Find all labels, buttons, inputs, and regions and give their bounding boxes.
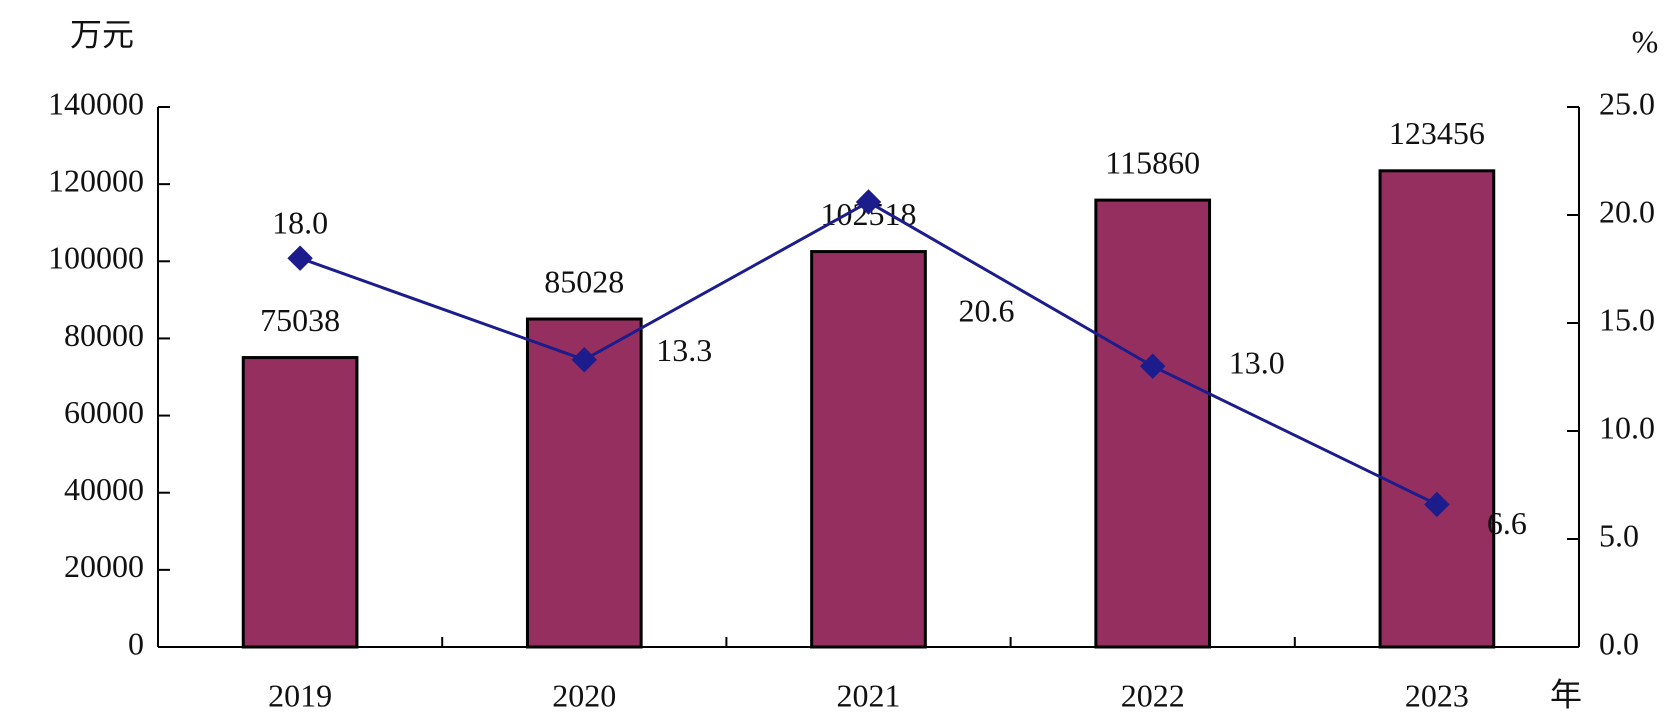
y-tick-label: 120000 <box>48 162 144 198</box>
bar-value-label: 85028 <box>544 263 624 299</box>
x-tick-label: 2020 <box>552 677 616 713</box>
bar-value-label: 75038 <box>260 302 340 338</box>
y2-tick-label: 10.0 <box>1599 409 1655 445</box>
y-tick-label: 80000 <box>64 317 144 353</box>
line-value-label: 6.6 <box>1487 505 1527 541</box>
bar <box>1094 198 1212 649</box>
y-tick-label: 0 <box>128 625 144 661</box>
y-tick-label: 140000 <box>48 85 144 121</box>
bar <box>241 356 359 649</box>
bar <box>810 250 927 649</box>
marker <box>571 346 598 373</box>
bar-value-label: 115860 <box>1105 144 1200 180</box>
y-axis-title: 万元 <box>70 16 134 52</box>
marker <box>855 189 882 215</box>
y2-tick-label: 25.0 <box>1599 85 1655 121</box>
bar <box>1378 169 1496 649</box>
bar-value-label: 123456 <box>1389 115 1485 151</box>
x-tick-label: 2022 <box>1121 677 1185 713</box>
line-value-label: 18.0 <box>272 205 328 241</box>
y-tick-label: 60000 <box>64 394 144 430</box>
y2-tick-label: 5.0 <box>1599 517 1639 553</box>
x-tick-label: 2021 <box>837 677 901 713</box>
y2-tick-label: 0.0 <box>1599 625 1639 661</box>
line-value-label: 13.3 <box>656 332 712 368</box>
x-tick-label: 2023 <box>1405 677 1469 713</box>
x-axis-title: 年 <box>1550 676 1582 712</box>
y-tick-label: 20000 <box>64 548 144 584</box>
line-value-label: 20.6 <box>959 292 1015 328</box>
y2-tick-label: 20.0 <box>1599 193 1655 229</box>
y-tick-label: 100000 <box>48 240 144 276</box>
y2-axis-title: % <box>1632 23 1659 59</box>
x-tick-label: 2019 <box>268 677 332 713</box>
y2-tick-label: 15.0 <box>1599 301 1655 337</box>
y-tick-label: 40000 <box>64 471 144 507</box>
line-value-label: 13.0 <box>1229 345 1285 381</box>
bar <box>525 317 643 649</box>
marker <box>287 245 313 271</box>
